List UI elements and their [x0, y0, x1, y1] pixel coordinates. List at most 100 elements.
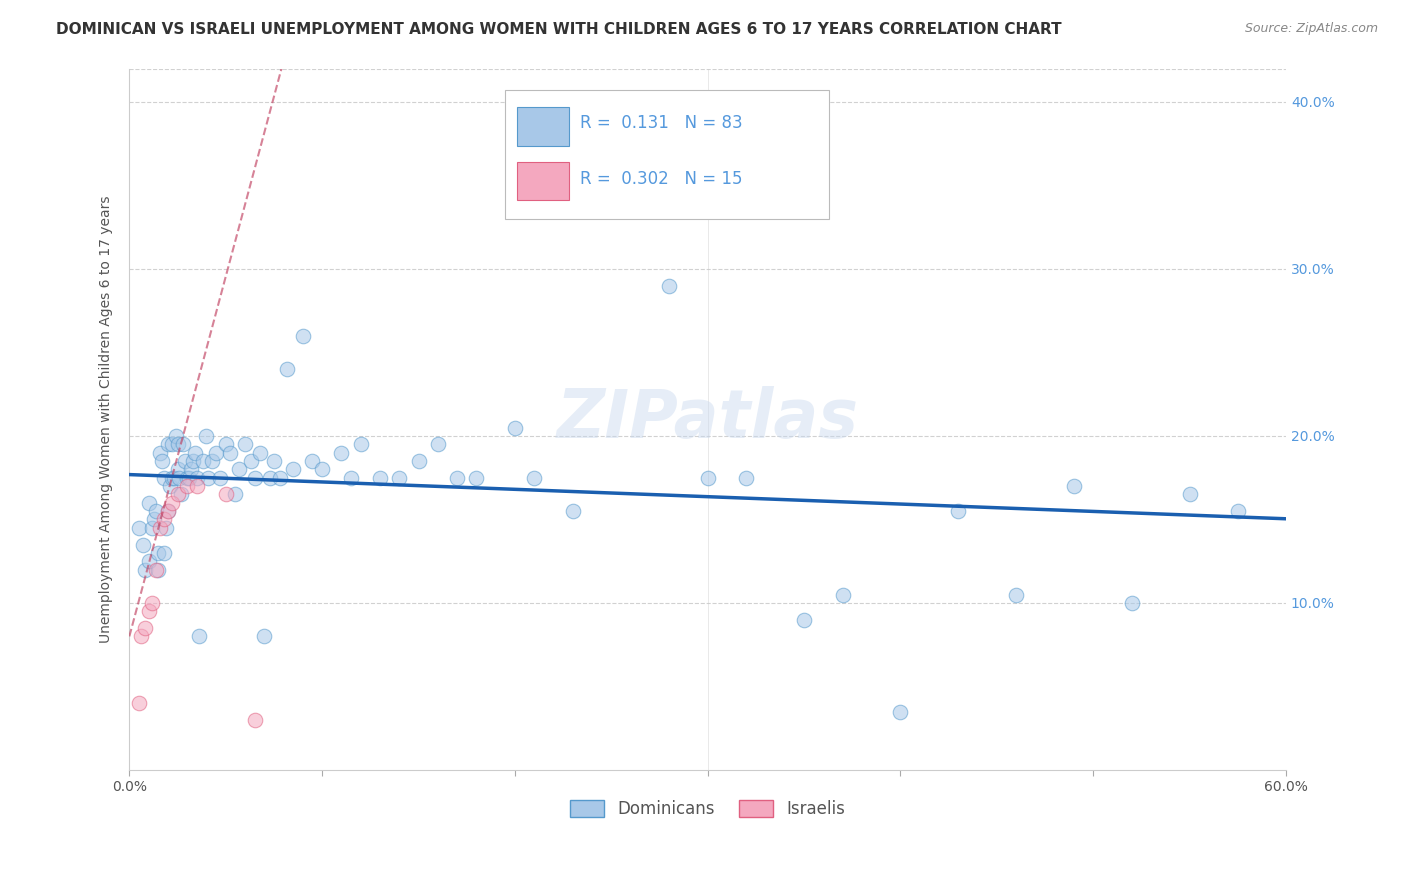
- Point: [128, 521, 150, 535]
- Point: [166, 462, 188, 476]
- Point: [243, 471, 266, 485]
- Point: [1226, 504, 1249, 518]
- Point: [215, 487, 238, 501]
- Point: [208, 471, 231, 485]
- Point: [696, 471, 718, 485]
- Point: [148, 563, 170, 577]
- Point: [176, 471, 198, 485]
- Point: [205, 445, 228, 459]
- Point: [149, 521, 172, 535]
- Point: [408, 454, 430, 468]
- Point: [523, 471, 546, 485]
- Point: [181, 454, 204, 468]
- Point: [148, 546, 170, 560]
- Point: [291, 328, 314, 343]
- Point: [735, 471, 758, 485]
- Point: [195, 429, 218, 443]
- Point: [149, 445, 172, 459]
- Y-axis label: Unemployment Among Women with Children Ages 6 to 17 years: Unemployment Among Women with Children A…: [100, 195, 114, 643]
- Point: [330, 445, 353, 459]
- Point: [446, 471, 468, 485]
- Point: [156, 504, 179, 518]
- Point: [1005, 588, 1028, 602]
- Point: [350, 437, 373, 451]
- Point: [177, 471, 200, 485]
- Point: [276, 362, 298, 376]
- Point: [138, 554, 160, 568]
- Point: [1063, 479, 1085, 493]
- Point: [215, 437, 238, 451]
- Point: [128, 696, 150, 710]
- Point: [368, 471, 391, 485]
- Point: [831, 588, 853, 602]
- Point: [141, 596, 163, 610]
- FancyBboxPatch shape: [517, 161, 569, 201]
- Text: ZIPatlas: ZIPatlas: [557, 386, 859, 452]
- Point: [165, 429, 187, 443]
- Text: R =  0.131   N = 83: R = 0.131 N = 83: [581, 114, 742, 132]
- Point: [239, 454, 262, 468]
- Point: [160, 496, 183, 510]
- Point: [191, 454, 214, 468]
- Point: [143, 512, 166, 526]
- Point: [169, 471, 191, 485]
- Point: [156, 504, 179, 518]
- Point: [153, 471, 176, 485]
- Point: [249, 445, 271, 459]
- Point: [138, 496, 160, 510]
- Point: [465, 471, 488, 485]
- Point: [201, 454, 224, 468]
- Point: [259, 471, 281, 485]
- Point: [269, 471, 291, 485]
- Point: [134, 621, 156, 635]
- Point: [311, 462, 333, 476]
- Point: [889, 705, 911, 719]
- Point: [340, 471, 363, 485]
- Point: [172, 437, 194, 451]
- Point: [197, 471, 219, 485]
- Point: [160, 471, 183, 485]
- Point: [948, 504, 970, 518]
- Point: [145, 504, 167, 518]
- Point: [155, 521, 177, 535]
- Point: [145, 563, 167, 577]
- Point: [388, 471, 411, 485]
- Point: [561, 504, 583, 518]
- Text: R =  0.302   N = 15: R = 0.302 N = 15: [581, 170, 742, 188]
- Point: [134, 563, 156, 577]
- Point: [224, 487, 246, 501]
- Point: [174, 454, 197, 468]
- Point: [160, 437, 183, 451]
- FancyBboxPatch shape: [505, 89, 830, 219]
- Point: [1121, 596, 1143, 610]
- Point: [141, 521, 163, 535]
- Point: [186, 479, 208, 493]
- Point: [132, 537, 155, 551]
- Point: [658, 278, 681, 293]
- FancyBboxPatch shape: [517, 107, 569, 145]
- Point: [793, 613, 815, 627]
- Point: [600, 103, 623, 118]
- Point: [283, 462, 305, 476]
- Point: [150, 454, 173, 468]
- Point: [1178, 487, 1201, 501]
- Point: [180, 462, 202, 476]
- Legend: Dominicans, Israelis: Dominicans, Israelis: [564, 793, 852, 825]
- Point: [156, 437, 179, 451]
- Point: [503, 420, 526, 434]
- Point: [263, 454, 285, 468]
- Text: Source: ZipAtlas.com: Source: ZipAtlas.com: [1244, 22, 1378, 36]
- Point: [176, 479, 198, 493]
- Point: [170, 487, 193, 501]
- Point: [184, 445, 207, 459]
- Point: [253, 629, 276, 643]
- Point: [187, 629, 209, 643]
- Point: [153, 512, 176, 526]
- Point: [186, 471, 208, 485]
- Point: [166, 487, 188, 501]
- Point: [153, 546, 176, 560]
- Point: [426, 437, 449, 451]
- Point: [166, 437, 188, 451]
- Point: [228, 462, 250, 476]
- Point: [138, 604, 160, 618]
